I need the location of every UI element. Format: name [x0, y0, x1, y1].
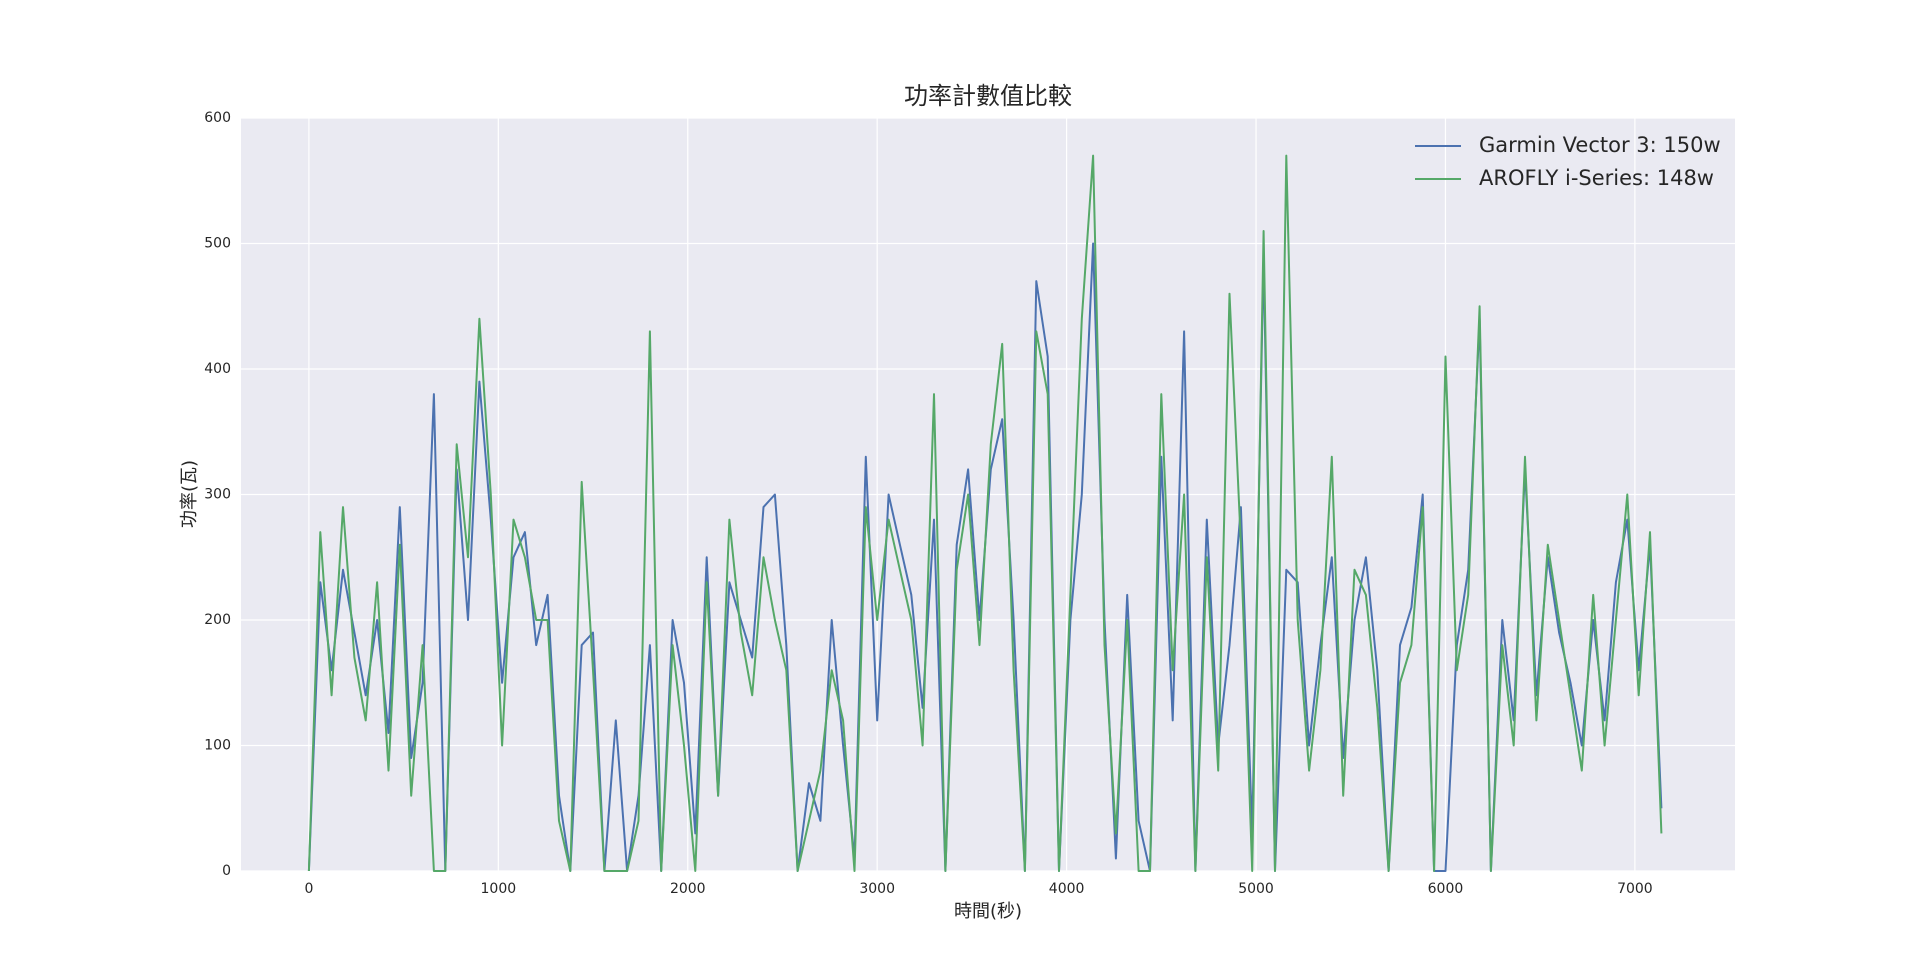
y-tick-label: 500	[204, 236, 231, 252]
y-tick-label: 600	[204, 110, 231, 126]
series-line	[307, 154, 1663, 872]
x-tick-label: 5000	[1238, 881, 1274, 897]
y-axis-label: 功率(瓦)	[179, 460, 200, 528]
x-tick-label: 2000	[670, 881, 706, 897]
y-tick-label: 400	[204, 361, 231, 377]
x-tick-label: 3000	[859, 881, 895, 897]
chart-title: 功率計數值比較	[904, 82, 1072, 110]
legend-label: Garmin Vector 3: 150w	[1479, 133, 1721, 157]
y-tick-label: 200	[204, 612, 231, 628]
y-tick-label: 100	[204, 738, 231, 754]
y-tick-label: 0	[222, 863, 231, 879]
x-tick-label: 7000	[1617, 881, 1653, 897]
x-tick-label: 0	[304, 881, 313, 897]
x-axis-label: 時間(秒)	[954, 901, 1022, 922]
legend-label: AROFLY i-Series: 148w	[1479, 166, 1714, 190]
x-tick-label: 6000	[1428, 881, 1464, 897]
y-tick-label: 300	[204, 487, 231, 503]
x-tick-label: 1000	[481, 881, 517, 897]
x-tick-label: 4000	[1049, 881, 1085, 897]
